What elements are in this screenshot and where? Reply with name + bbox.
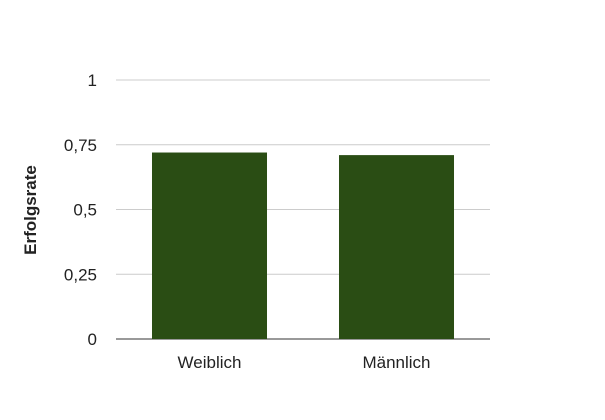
x-category-labels: Weiblich Männlich bbox=[178, 353, 431, 372]
y-axis-title: Erfolgsrate bbox=[21, 165, 40, 255]
y-tick-label: 0,25 bbox=[64, 265, 97, 284]
y-tick-label: 0,75 bbox=[64, 136, 97, 155]
x-category-label: Männlich bbox=[362, 353, 430, 372]
bar-weiblich bbox=[151, 152, 268, 339]
y-tick-labels: 0 0,25 0,5 0,75 1 bbox=[64, 71, 97, 349]
y-tick-label: 0,5 bbox=[73, 201, 97, 220]
y-tick-label: 0 bbox=[88, 330, 97, 349]
bar-männlich bbox=[338, 155, 455, 339]
y-tick-label: 1 bbox=[88, 71, 97, 90]
x-category-label: Weiblich bbox=[178, 353, 242, 372]
bars bbox=[151, 152, 455, 339]
